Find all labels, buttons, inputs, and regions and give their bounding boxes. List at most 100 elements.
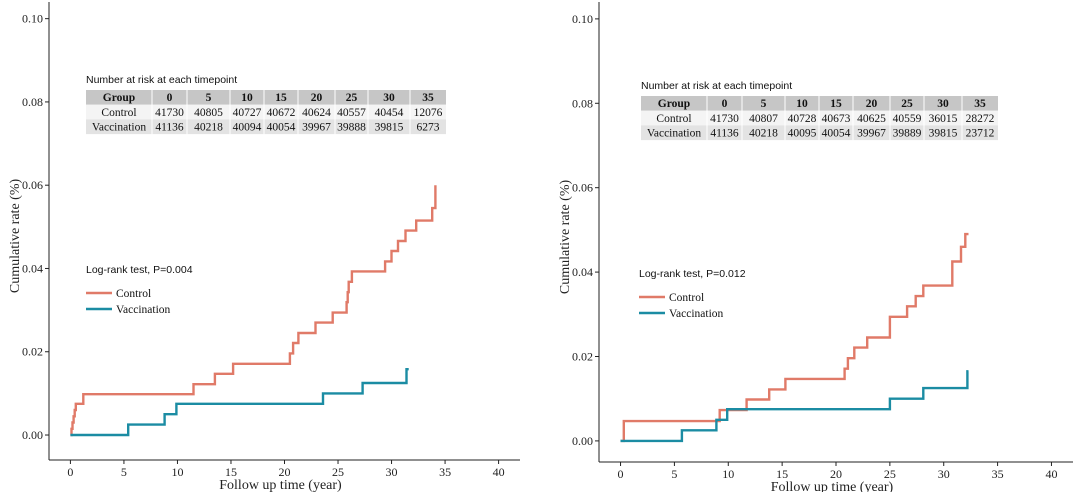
risk-table-header-cell: Group bbox=[103, 92, 135, 104]
risk-table-cell: 40625 bbox=[857, 113, 886, 125]
risk-table-cell: 40454 bbox=[375, 107, 404, 119]
x-tick-label: 35 bbox=[992, 467, 1004, 481]
risk-table-cell: 6273 bbox=[417, 122, 440, 134]
risk-table-header-cell: Group bbox=[658, 98, 690, 110]
km-chart-right: 0.00 0.02 0.04 0.06 0.08 0.10 0 5 10 15 20 25 30 35 40… bbox=[558, 2, 1073, 495]
risk-table-cell: 41730 bbox=[710, 113, 739, 125]
y-axis-title: Cumulative rate (%) bbox=[8, 179, 23, 294]
risk-table-cell: 39815 bbox=[375, 122, 404, 134]
risk-table-cell: 39889 bbox=[893, 128, 922, 140]
risk-table-title: Number at risk at each timepoint bbox=[86, 74, 237, 86]
risk-table-cell: 40094 bbox=[233, 122, 262, 134]
legend-label-vaccination: Vaccination bbox=[669, 308, 724, 320]
risk-table-header-cell: 25 bbox=[346, 92, 358, 104]
risk-table-cell: 40727 bbox=[233, 107, 262, 119]
risk-table-cell: 28272 bbox=[966, 113, 995, 125]
km-chart-left: 0.00 0.02 0.04 0.06 0.08 0.10 0 5 10 15 20 25 30 35 40… bbox=[8, 2, 520, 493]
risk-table-cell: 40054 bbox=[267, 122, 296, 134]
risk-table-cell: 40805 bbox=[194, 107, 223, 119]
risk-table-cell: 41730 bbox=[155, 107, 184, 119]
series-control-line bbox=[70, 185, 437, 437]
x-axis-title: Follow up time (year) bbox=[219, 478, 342, 492]
risk-table-cell: 39967 bbox=[302, 122, 331, 134]
risk-table-header-cell: 30 bbox=[383, 92, 395, 104]
risk-table-cell: 41136 bbox=[710, 128, 739, 140]
risk-table-cell: Control bbox=[656, 113, 691, 125]
x-tick-label: 0 bbox=[67, 465, 73, 479]
risk-table-cell: 36015 bbox=[929, 113, 958, 125]
x-tick-label: 20 bbox=[279, 465, 291, 479]
risk-table-cell: 23712 bbox=[966, 128, 995, 140]
risk-table-cell: 12076 bbox=[414, 107, 443, 119]
risk-table-cell: 40095 bbox=[788, 128, 817, 140]
risk-table-header-cell: 5 bbox=[761, 98, 767, 110]
risk-table-header-cell: 5 bbox=[206, 92, 212, 104]
risk-table-header-cell: 35 bbox=[422, 92, 434, 104]
km-panel-left: 0.00 0.02 0.04 0.06 0.08 0.10 0 5 10 15 20 25 30 35 40… bbox=[0, 0, 540, 493]
y-tick-label: 0.10 bbox=[22, 12, 43, 26]
y-tick-label: 0.08 bbox=[572, 96, 593, 110]
x-tick-label: 25 bbox=[884, 467, 896, 481]
risk-table-cell: 40559 bbox=[893, 113, 922, 125]
risk-table-header-cell: 30 bbox=[937, 98, 949, 110]
risk-table-title: Number at risk at each timepoint bbox=[641, 80, 792, 92]
series-control-line bbox=[620, 232, 969, 443]
x-tick-label: 5 bbox=[671, 467, 677, 481]
y-tick-label: 0.06 bbox=[572, 181, 593, 195]
y-tick-label: 0.08 bbox=[22, 95, 43, 109]
risk-table-header-cell: 20 bbox=[311, 92, 323, 104]
risk-table-header-cell: 0 bbox=[722, 98, 728, 110]
x-tick-label: 15 bbox=[225, 465, 237, 479]
risk-table-cell: 40054 bbox=[822, 128, 851, 140]
x-axis-title: Follow up time (year) bbox=[771, 480, 894, 492]
risk-table-cell: Control bbox=[101, 107, 136, 119]
x-tick-label: 20 bbox=[830, 467, 842, 481]
risk-table-cell: 39967 bbox=[857, 128, 886, 140]
log-rank-annotation: Log-rank test, P=0.012 bbox=[639, 268, 746, 280]
risk-table-header-cell: 25 bbox=[901, 98, 913, 110]
x-tick-label: 30 bbox=[938, 467, 950, 481]
risk-table-header-cell: 15 bbox=[275, 92, 287, 104]
x-tick-label: 35 bbox=[439, 465, 451, 479]
y-tick-label: 0.04 bbox=[572, 265, 593, 279]
risk-table-cell: 40672 bbox=[267, 107, 296, 119]
x-tick-label: 25 bbox=[332, 465, 344, 479]
risk-table-header-cell: 10 bbox=[796, 98, 808, 110]
legend-label-vaccination: Vaccination bbox=[116, 304, 171, 316]
legend-label-control: Control bbox=[669, 292, 704, 304]
y-axis-title: Cumulative rate (%) bbox=[558, 180, 573, 295]
x-tick-label: 10 bbox=[171, 465, 183, 479]
risk-table-header-cell: 0 bbox=[167, 92, 173, 104]
y-tick-label: 0.02 bbox=[22, 345, 43, 359]
series-vaccination-line bbox=[70, 368, 409, 437]
risk-table-cell: 40218 bbox=[194, 122, 223, 134]
risk-table-cell: 40624 bbox=[302, 107, 331, 119]
risk-table-cell: 40807 bbox=[749, 113, 778, 125]
risk-table-row bbox=[86, 119, 446, 135]
y-tick-label: 0.06 bbox=[22, 178, 43, 192]
risk-table-row bbox=[86, 104, 446, 120]
y-tick-label: 0.04 bbox=[22, 261, 43, 275]
risk-table-header-cell: 10 bbox=[241, 92, 253, 104]
risk-table-cell: 40673 bbox=[822, 113, 851, 125]
x-tick-label: 5 bbox=[121, 465, 127, 479]
y-tick-label: 0.00 bbox=[572, 434, 593, 448]
risk-table-header-cell: 35 bbox=[974, 98, 986, 110]
km-panel-right: 0.00 0.02 0.04 0.06 0.08 0.10 0 5 10 15 20 25 30 35 40… bbox=[540, 0, 1080, 495]
risk-table-cell: 39888 bbox=[337, 122, 366, 134]
y-tick-label: 0.00 bbox=[22, 428, 43, 442]
risk-table-cell: 40557 bbox=[337, 107, 366, 119]
x-tick-label: 30 bbox=[386, 465, 398, 479]
series-vaccination-line bbox=[620, 370, 969, 443]
risk-table-cell: 39815 bbox=[929, 128, 958, 140]
risk-table-cell: Vaccination bbox=[647, 128, 702, 140]
x-tick-label: 0 bbox=[618, 467, 624, 481]
risk-table-header-cell: 15 bbox=[830, 98, 842, 110]
x-tick-label: 10 bbox=[722, 467, 734, 481]
y-tick-label: 0.10 bbox=[572, 12, 593, 26]
x-tick-label: 40 bbox=[493, 465, 505, 479]
log-rank-annotation: Log-rank test, P=0.004 bbox=[86, 264, 193, 276]
risk-table-cell: 40728 bbox=[788, 113, 817, 125]
legend-label-control: Control bbox=[116, 288, 151, 300]
risk-table-cell: 41136 bbox=[155, 122, 184, 134]
